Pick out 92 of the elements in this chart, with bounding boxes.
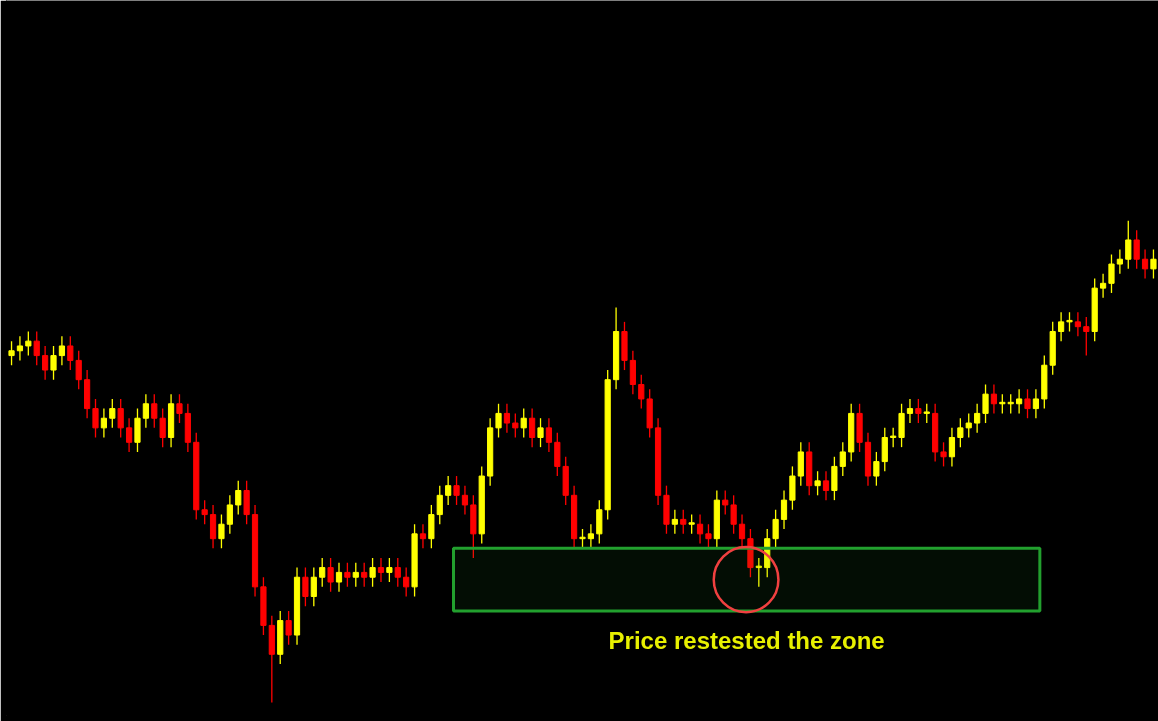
candlestick (873, 451, 880, 487)
candlestick (906, 398, 914, 424)
candlestick (545, 417, 553, 453)
candlestick (319, 557, 326, 588)
candlestick (520, 407, 527, 439)
candlestick (680, 509, 687, 535)
candlestick (109, 398, 116, 429)
candlestick (587, 523, 594, 549)
candlestick (369, 557, 376, 588)
candlestick (33, 330, 40, 366)
candlestick (512, 412, 519, 439)
candlestick (1024, 388, 1031, 419)
candlestick (235, 480, 242, 516)
candlestick (495, 403, 502, 439)
candlestick (419, 523, 427, 549)
annotation: Price restested the zone (608, 627, 885, 655)
candlestick (915, 398, 922, 424)
candlestick (461, 485, 469, 516)
candlestick (579, 528, 586, 549)
candlestick (201, 499, 208, 525)
candlestick (722, 489, 729, 516)
candlestick (1133, 229, 1140, 270)
candlestick (890, 427, 897, 448)
candlestick (361, 562, 368, 588)
candlestick (159, 407, 166, 448)
candlestick (386, 557, 393, 583)
candlestick (100, 407, 107, 439)
candlestick (377, 557, 385, 583)
candlestick (1066, 311, 1073, 333)
candlestick (957, 417, 964, 448)
candlestick (1074, 311, 1081, 337)
candlestick (310, 566, 317, 607)
candlestick (923, 403, 930, 424)
candlestick (75, 350, 82, 390)
candlestick (285, 610, 292, 646)
candlestick (1125, 220, 1132, 270)
candlestick (940, 441, 947, 468)
candlestick (537, 417, 544, 448)
candlestick (780, 489, 788, 530)
candlestick (67, 335, 74, 371)
candlestick (344, 562, 351, 588)
candlestick (1141, 248, 1149, 280)
candlestick (1058, 311, 1065, 342)
candlestick (8, 340, 15, 366)
candlestick (1083, 316, 1090, 357)
candlestick (403, 566, 410, 598)
candlestick (42, 345, 49, 381)
candlestick (50, 345, 57, 381)
candlestick (1016, 388, 1023, 415)
candlestick (839, 441, 846, 477)
candlestick (1032, 388, 1040, 419)
candlestick (58, 335, 66, 366)
candlestick (142, 393, 149, 429)
candlestick (125, 417, 133, 453)
candlestick (974, 403, 981, 434)
candlestick (822, 470, 830, 501)
candlestick (1099, 273, 1107, 299)
candlestick (352, 562, 359, 588)
candlestick (218, 513, 225, 549)
candlestick (16, 335, 24, 362)
candlestick (117, 398, 124, 439)
candlestick (25, 330, 32, 357)
candlestick (1150, 248, 1157, 280)
candlestick (1108, 253, 1115, 294)
candlestick (990, 383, 998, 415)
candlestick (948, 427, 956, 468)
candlestick (445, 475, 452, 506)
candlestick (671, 509, 678, 535)
candlestick (696, 513, 704, 545)
candlestick (755, 557, 762, 588)
candlestick (503, 403, 511, 434)
candlestick (327, 557, 334, 593)
candlestick (638, 374, 645, 410)
candlestick (436, 485, 443, 525)
candlestick (730, 494, 737, 535)
candlestick (772, 509, 779, 549)
candlestick (151, 393, 158, 429)
candlestick (226, 494, 233, 535)
candlestick (688, 513, 695, 535)
candlestick (394, 557, 401, 588)
candlestick (453, 475, 460, 506)
candlestick (705, 523, 712, 549)
candlestick (965, 412, 972, 439)
candlestick (529, 407, 536, 448)
candlestick (982, 383, 989, 424)
candlestick (302, 566, 309, 607)
candlestick (1116, 248, 1123, 275)
candlestick (814, 470, 821, 496)
candlestick (738, 513, 746, 549)
candlestick (92, 398, 99, 439)
candlestick (176, 393, 183, 424)
candlestick (335, 562, 343, 593)
